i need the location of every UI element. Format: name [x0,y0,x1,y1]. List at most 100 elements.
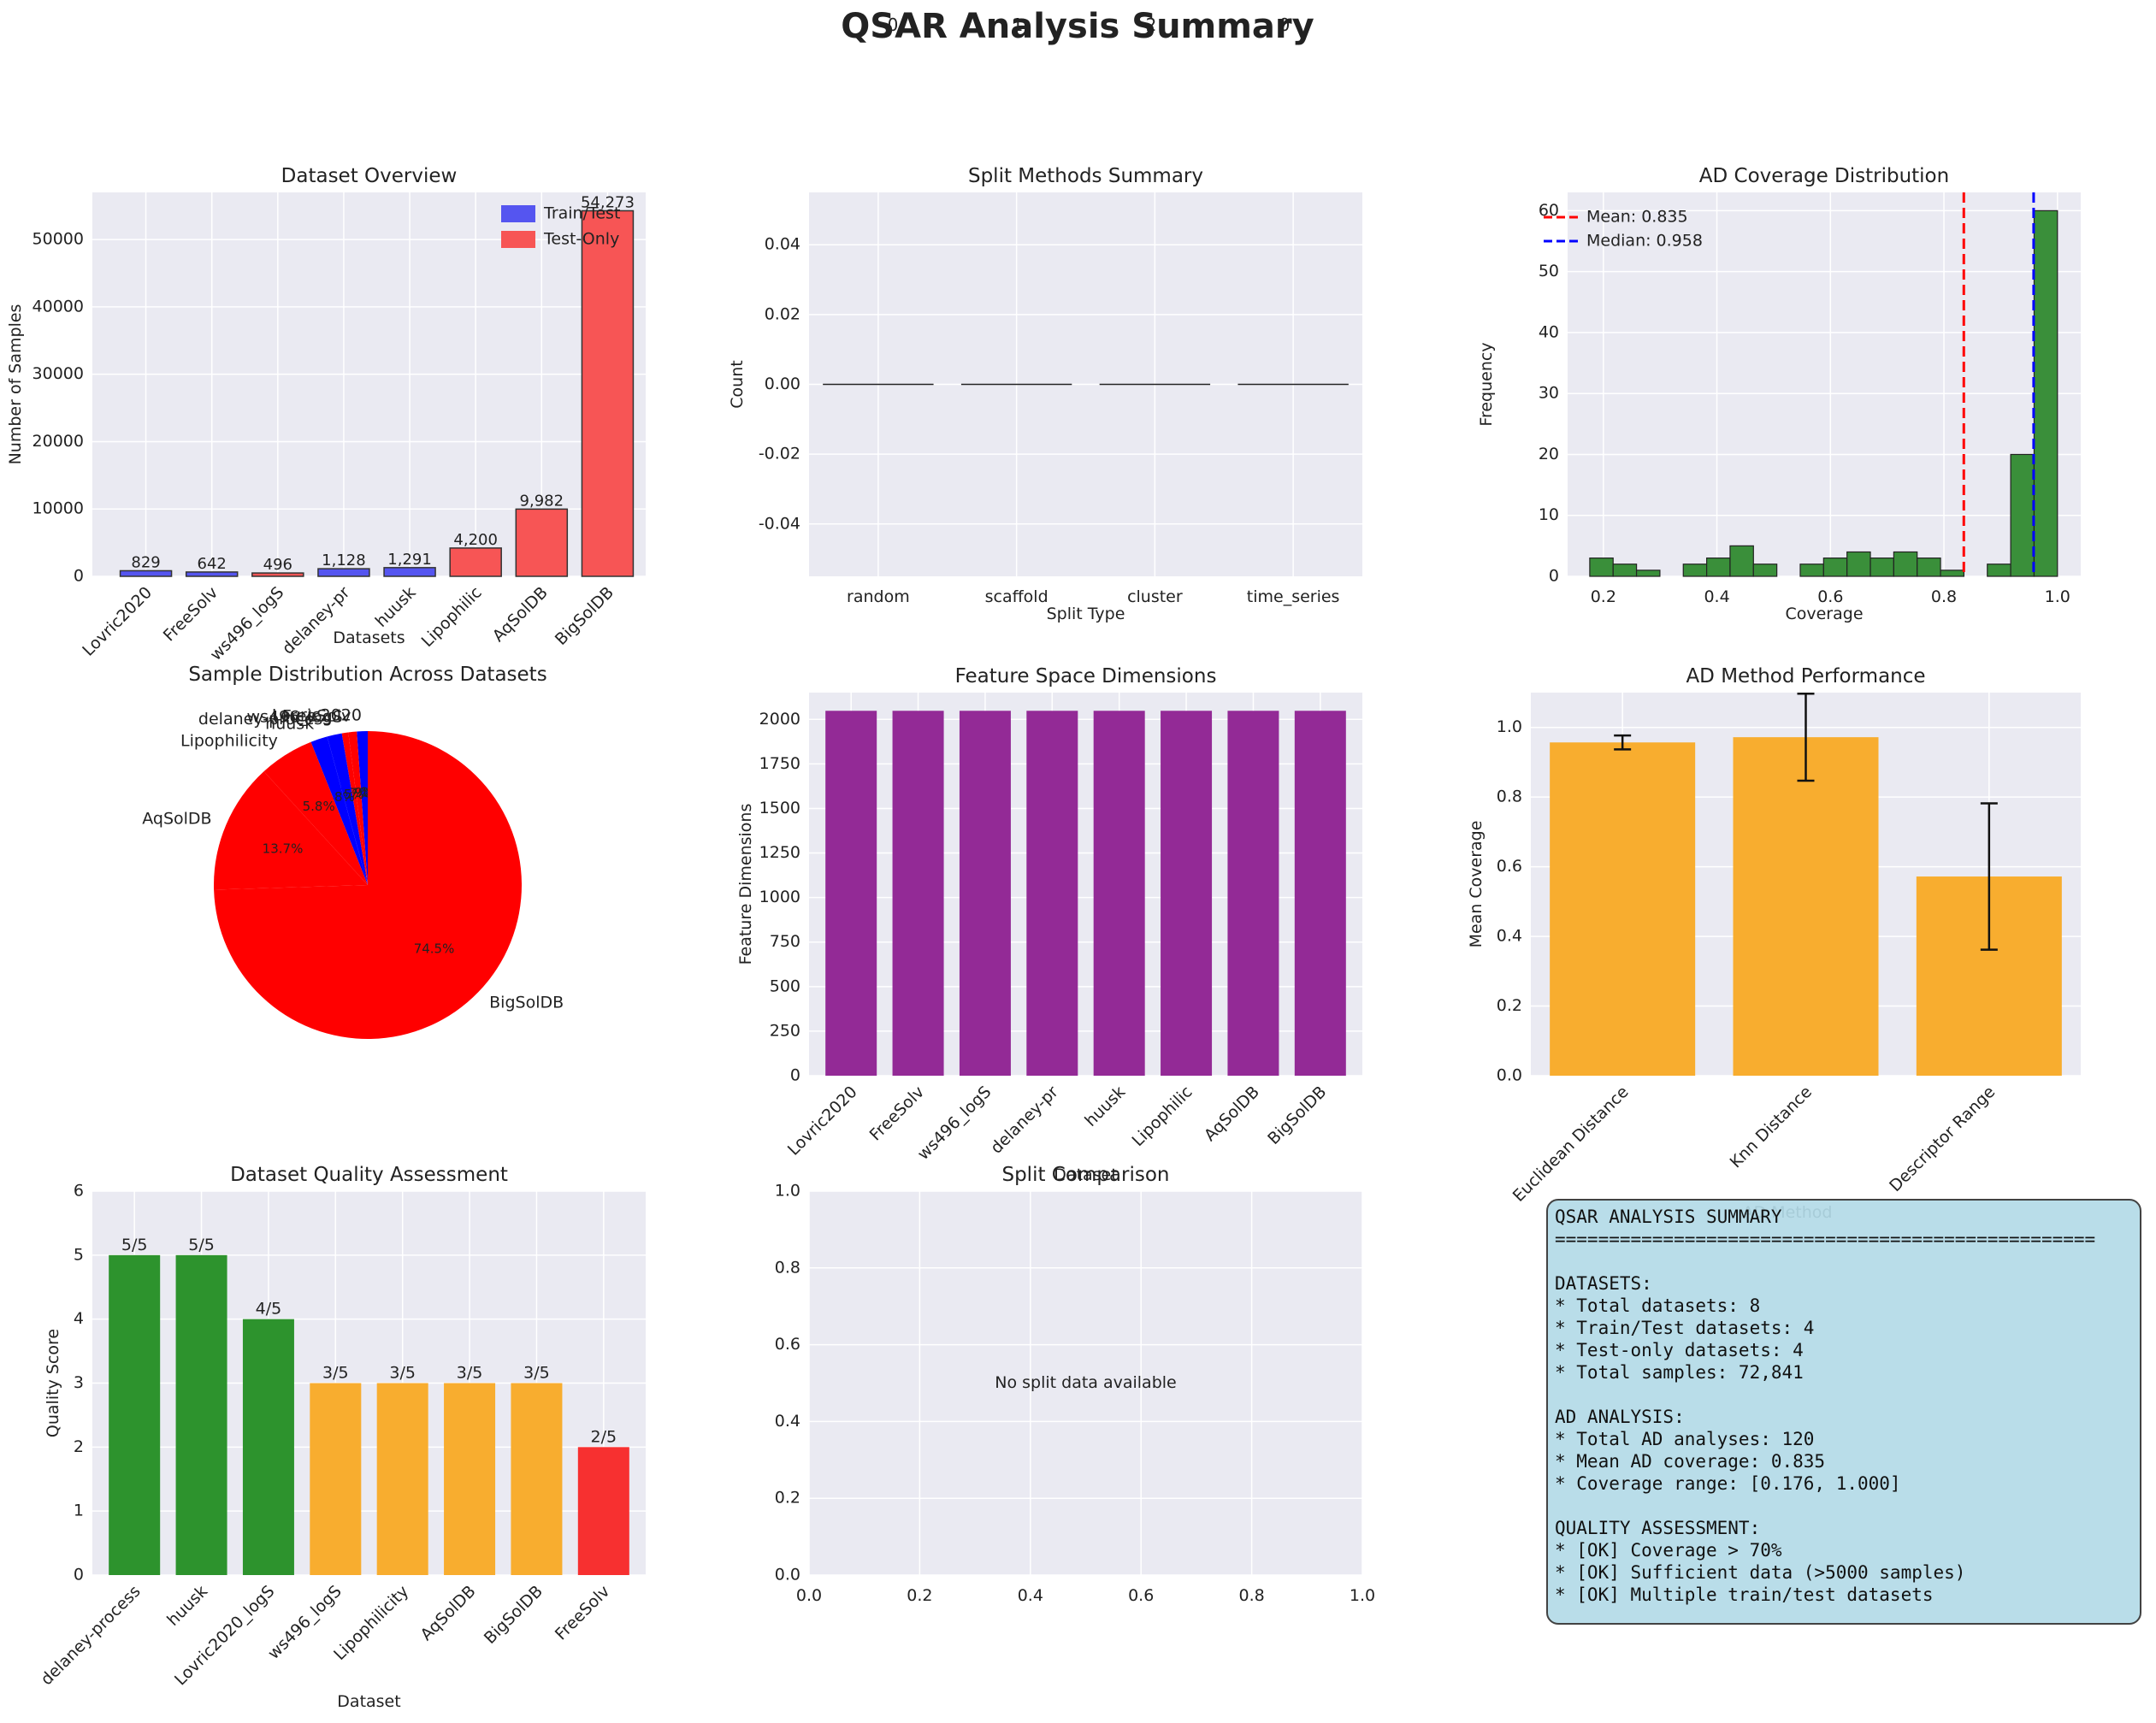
ad-coverage-hist-bar [2010,453,2035,577]
dataset-overview-bar [581,209,635,577]
quality-value-label: 3/5 [322,1364,349,1383]
sample-distribution-slice [341,732,368,885]
split-comparison-message: No split data available [995,1373,1176,1392]
dataset-overview-y-tick-label: 10000 [32,499,84,518]
dataset-overview-legend-swatch [501,231,535,248]
sample-distribution-label: huusk [265,715,314,734]
feature-dims-y-tick-label: 500 [770,977,800,995]
dataset-overview-x-axis-label: Datasets [333,628,405,647]
sample-distribution-label: Lipophilicity [180,732,278,751]
split-comparison-x-tick-label: 0.8 [1238,1586,1264,1605]
dataset-overview-x-tick-label: huusk [372,583,420,631]
quality-y-tick-label: 3 [74,1373,84,1392]
quality-value-label: 3/5 [523,1364,550,1383]
quality-value-label: 3/5 [457,1364,483,1383]
panel-background [809,693,1362,1076]
ad-coverage-y-tick-label: 0 [1549,567,1559,586]
dataset-overview-x-tick-label: AqSolDB [489,583,552,646]
quality-value-label: 5/5 [188,1236,215,1254]
sample-distribution-slice [263,741,368,885]
dataset-overview-y-axis-label: Number of Samples [6,304,25,465]
feature-dims-y-tick-label: 0 [790,1066,800,1085]
ad-coverage-hist-bar [1940,569,1965,577]
dataset-overview-bar [119,569,173,577]
dataset-overview-y-tick-label: 20000 [32,432,84,451]
feature-dims-bar [1227,711,1279,1076]
quality-y-axis-label: Quality Score [44,1329,62,1437]
dataset-overview-legend-swatch [501,205,535,222]
dataset-overview-bar [383,567,436,577]
ad-method-x-tick-label: Knn Distance [1727,1083,1816,1171]
ad-method-x-tick-label: Euclidean Distance [1509,1083,1633,1206]
stray-mark: 1 [1013,15,1024,35]
ad-coverage-y-axis-label: Frequency [1477,342,1496,426]
split-methods-title: Split Methods Summary [968,165,1203,187]
quality-y-tick-label: 5 [74,1245,84,1264]
ad-method-y-tick-label: 0.4 [1497,927,1522,946]
quality-x-tick-label: delaney-process [37,1582,144,1689]
sample-distribution-label: Lovric2020 [272,706,362,725]
quality-bar [444,1383,496,1575]
dataset-overview-bar [185,571,239,577]
ad-method-y-axis-label: Mean Coverage [1467,821,1486,948]
ad-method-bar [1550,742,1696,1076]
quality-value-label: 2/5 [591,1427,617,1446]
dataset-overview-y-tick-label: 0 [74,567,84,586]
dataset-overview-x-tick-label: BigSolDB [552,583,617,649]
ad-method-x-tick-label: Descriptor Range [1886,1083,1999,1195]
ad-method-title: AD Method Performance [1686,665,1925,687]
dataset-overview-value-label: 54,273 [581,193,635,211]
split-comparison-y-tick-label: 0.4 [775,1412,800,1431]
ad-method-bar [1733,737,1879,1076]
ad-coverage-hist-bar [1635,569,1661,577]
split-comparison-y-tick-label: 1.0 [775,1182,800,1201]
dataset-overview-value-label: 9,982 [520,492,564,510]
ad-coverage-x-tick-label: 0.8 [1931,587,1957,606]
dataset-overview-x-tick-label: FreeSolv [160,583,222,646]
ad-coverage-y-tick-label: 10 [1539,505,1559,524]
sample-distribution-label: AqSolDB [142,809,211,828]
split-methods-y-axis-label: Count [728,360,747,408]
ad-method-y-tick-label: 0.2 [1497,996,1522,1015]
quality-x-tick-label: BigSolDB [481,1582,546,1648]
sample-distribution-pct-label: 13.7% [263,841,304,856]
quality-value-label: 3/5 [389,1364,416,1383]
split-methods-x-axis-label: Split Type [1047,605,1125,623]
quality-x-axis-label: Dataset [337,1692,400,1711]
quality-y-tick-label: 6 [74,1182,84,1201]
ad-coverage-hist-bar [1729,545,1754,577]
figure-title: QSAR Analysis Summary [841,7,1314,46]
quality-bar [310,1383,362,1575]
dataset-overview-x-tick-label: Lovric2020 [79,583,156,660]
sample-distribution-slice [310,736,368,885]
split-comparison-y-tick-label: 0.6 [775,1335,800,1354]
feature-dims-bar [1161,711,1213,1076]
split-comparison-x-tick-label: 0.2 [907,1586,932,1605]
ad-coverage-hist-bar [1706,558,1731,577]
feature-dims-y-axis-label: Feature Dimensions [736,804,755,965]
split-methods-x-tick-label: cluster [1127,587,1183,606]
feature-dims-y-tick-label: 1000 [759,888,800,906]
split-methods-x-tick-label: random [847,587,910,606]
sample-distribution-pct-label: 74.5% [414,941,455,957]
feature-dims-bar [959,711,1011,1076]
split-comparison-x-tick-label: 1.0 [1350,1586,1375,1605]
quality-y-tick-label: 4 [74,1309,84,1328]
quality-y-tick-label: 2 [74,1437,84,1456]
ad-coverage-title: AD Coverage Distribution [1699,165,1949,187]
ad-coverage-hist-bar [1682,564,1708,577]
panel-background [809,1191,1362,1575]
sample-distribution-slice [348,731,368,885]
feature-dims-x-tick-label: AqSolDB [1201,1083,1263,1145]
dataset-overview-legend-label: Train/Test [543,204,620,223]
dataset-overview-y-tick-label: 40000 [32,297,84,316]
feature-dims-x-tick-label: FreeSolv [866,1083,929,1145]
dataset-overview-bar [317,568,370,577]
sample-distribution-label: delaney-process [198,710,331,729]
sample-distribution-slice [357,731,368,885]
ad-coverage-hist-bar [1752,564,1778,577]
ad-coverage-y-tick-label: 30 [1539,384,1559,403]
sample-distribution-pct-label: 5.8% [303,799,335,814]
sample-distribution-title: Sample Distribution Across Datasets [188,664,546,686]
ad-coverage-hist-bar [1846,551,1871,577]
